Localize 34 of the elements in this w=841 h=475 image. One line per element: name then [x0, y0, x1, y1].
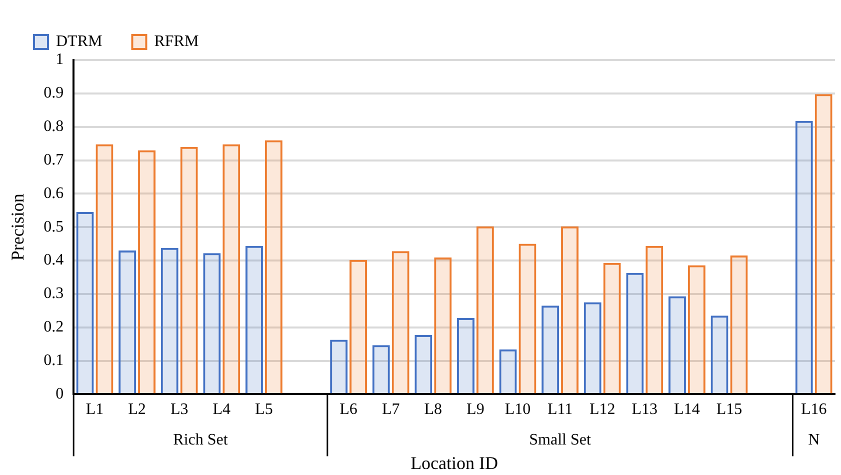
legend-label: RFRM — [154, 33, 199, 50]
x-tick-label: L6 — [340, 401, 358, 418]
x-tick-label: L4 — [212, 401, 231, 418]
y-tick-label: 0.8 — [44, 118, 64, 136]
x-tick-label: L11 — [547, 401, 573, 418]
text: Small Set — [529, 431, 592, 448]
y-tick-label: 0.7 — [44, 151, 64, 168]
x-tick-label: L15 — [716, 401, 742, 418]
x-tick-label: L10 — [504, 401, 531, 418]
y-tick-label: 0.9 — [44, 84, 64, 102]
x-tick-label: L9 — [466, 401, 484, 418]
x-tick-label: L13 — [632, 401, 658, 418]
y-tick-label: 0.2 — [44, 318, 64, 336]
text: N — [808, 431, 820, 448]
x-tick-label: L8 — [424, 401, 442, 418]
x-tick-label: L3 — [170, 401, 188, 418]
x-tick-label: L1 — [86, 401, 104, 418]
x-tick-label: L5 — [255, 401, 273, 418]
x-tick-label: L7 — [382, 401, 400, 418]
x-tick-label: L16 — [800, 401, 827, 418]
x-tick-label: L12 — [589, 401, 616, 418]
y-tick-label: 1 — [56, 51, 64, 68]
x-tick-label: L14 — [674, 401, 700, 418]
legend-label: DTRM — [56, 33, 102, 50]
y-tick-label: 0.5 — [44, 218, 64, 236]
y-tick-label: 0.1 — [44, 352, 64, 369]
y-tick-label: 0.3 — [44, 285, 64, 302]
y-tick-label: 0.6 — [44, 184, 64, 202]
y-tick-label: 0 — [56, 385, 64, 402]
y-tick-label: 0.4 — [44, 252, 64, 269]
y-axis-title: Precision — [8, 194, 28, 261]
x-axis-title: Location ID — [410, 452, 498, 473]
text: Rich Set — [173, 431, 228, 448]
x-tick-label: L2 — [128, 401, 146, 418]
